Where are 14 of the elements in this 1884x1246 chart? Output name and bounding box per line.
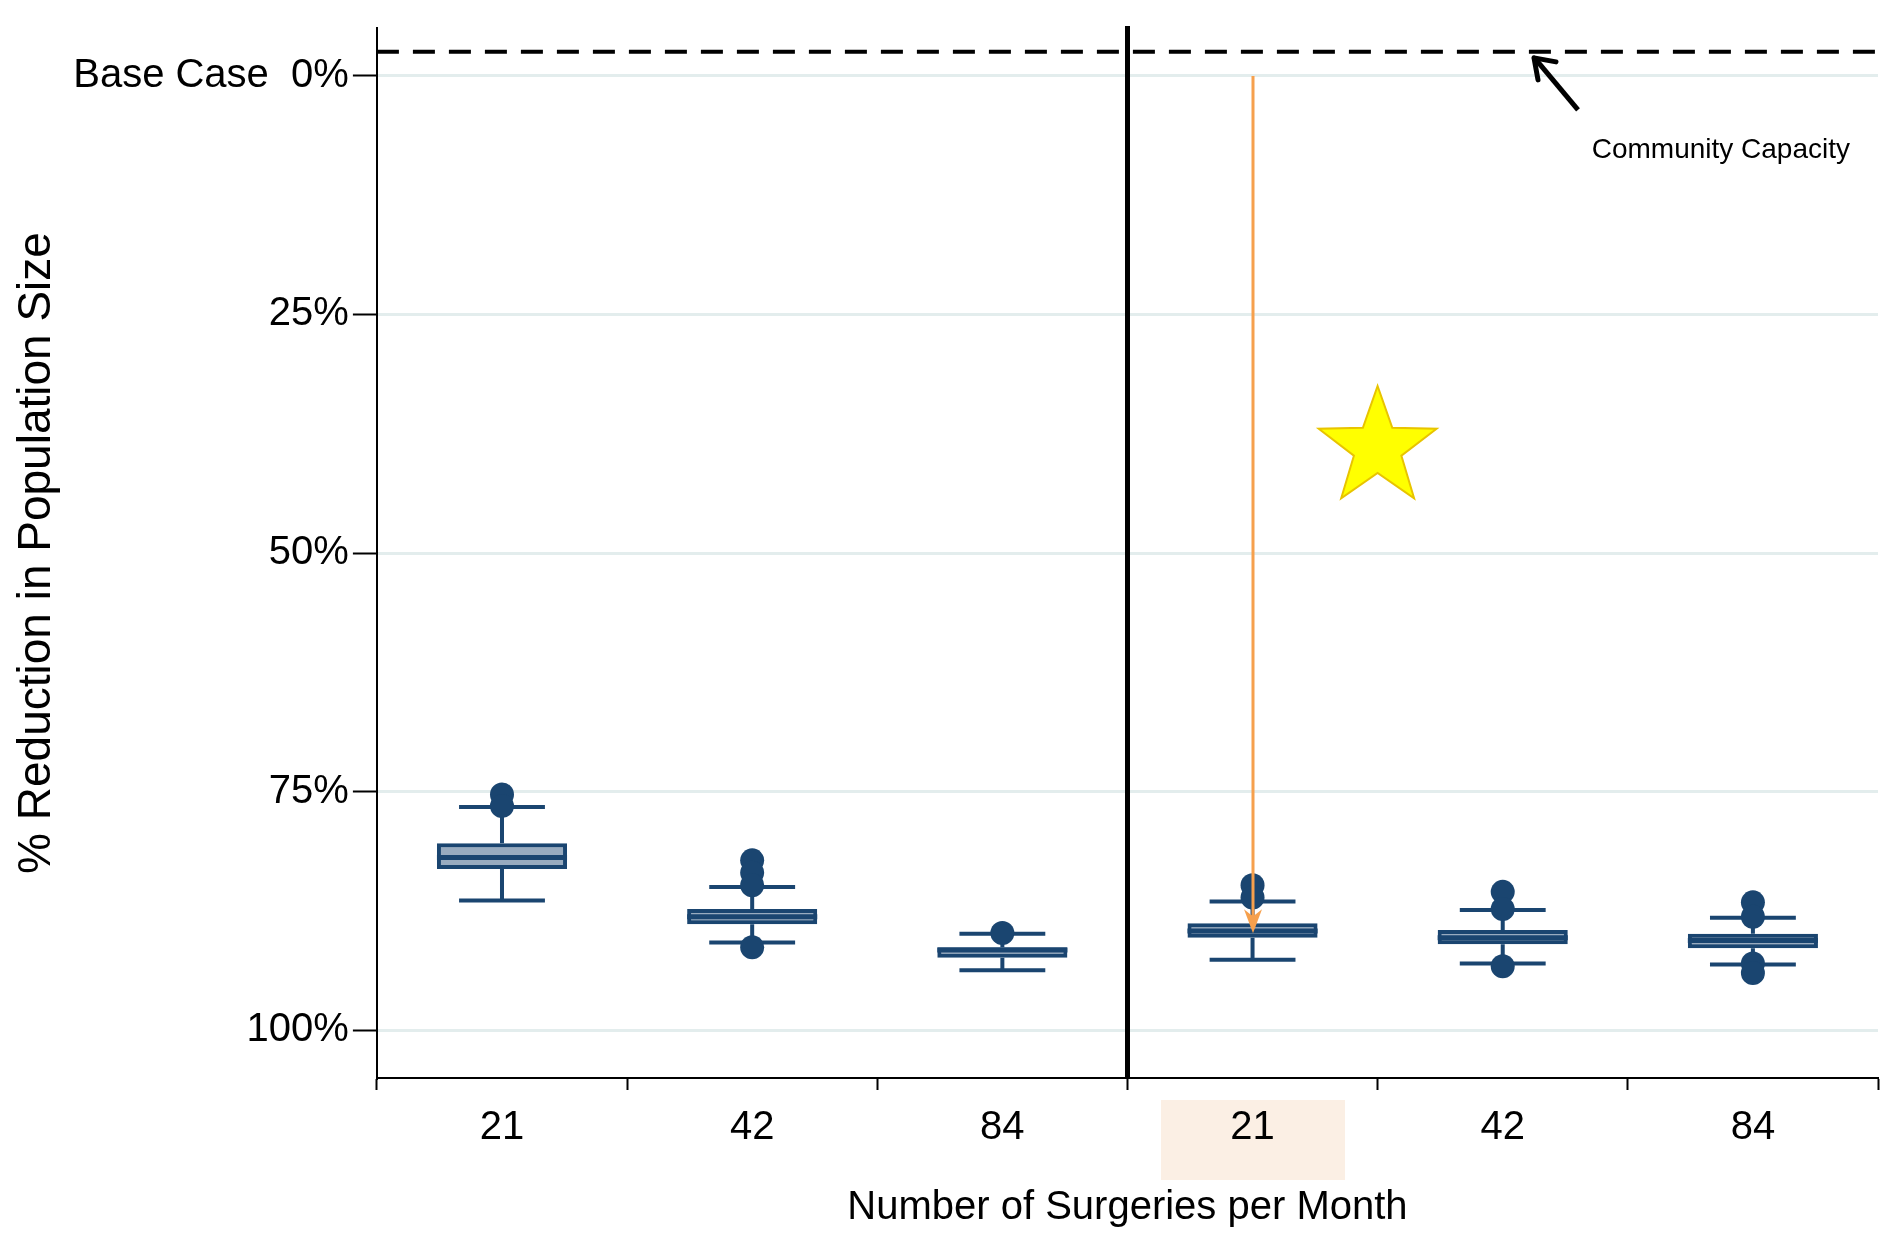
y-tick-label: 100% [246,1005,349,1050]
x-tick-label: 21 [479,1103,525,1148]
ref-line-label: Community Capacity [1591,132,1850,164]
x-tick-label: 21 [1230,1103,1275,1148]
x-tick-label: 42 [1480,1103,1525,1148]
x-tick-label: 42 [729,1103,775,1148]
x-tick-label: 84 [1730,1103,1776,1148]
y-tick-label: 75% [268,766,349,811]
x-tick-label: 84 [980,1103,1025,1148]
y-tick-label: Base Case 0% [73,50,349,95]
y-tick-label: 50% [268,528,349,573]
y-tick-label: 25% [268,289,349,334]
y-axis-title: % Reduction in Population Size [8,232,61,874]
x-axis-title: Number of Surgeries per Month [847,1183,1408,1228]
